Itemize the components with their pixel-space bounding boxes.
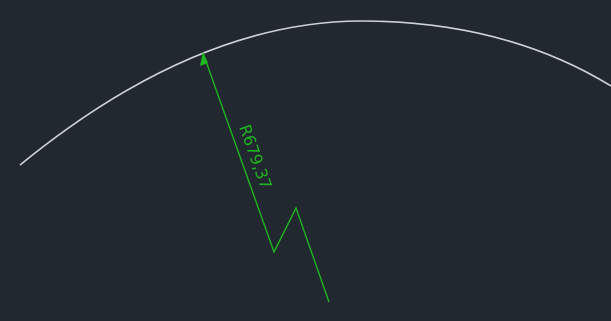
dimension-arrowhead bbox=[200, 52, 208, 66]
dimension-line bbox=[202, 52, 330, 303]
arc-curve[interactable] bbox=[19, 20, 611, 166]
